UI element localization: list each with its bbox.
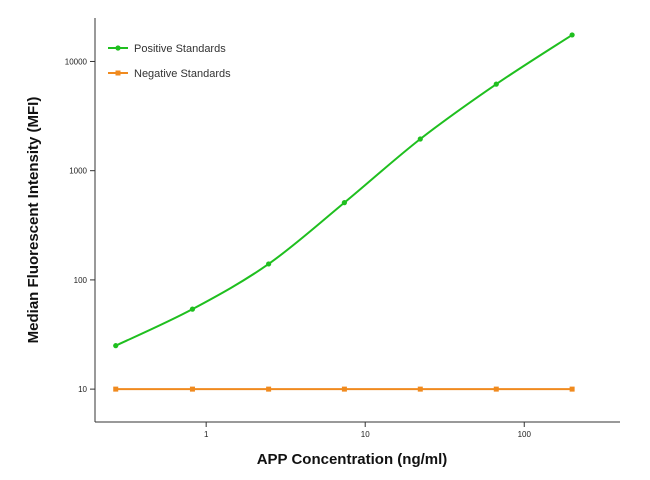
y-tick-label: 1000 (69, 167, 87, 176)
axes (94, 18, 620, 423)
positive-standards-point (417, 136, 423, 142)
positive-standards-point (113, 343, 119, 349)
ticks: 1 10 100 10 100 1000 10000 (65, 57, 532, 439)
negative-standards-point (493, 386, 499, 392)
negative-standards-point (569, 386, 575, 392)
positive-standards-line (115, 34, 573, 347)
y-axis-title: Median Fluorescent Intensity (MFI) (25, 97, 42, 344)
positive-standards-point (493, 81, 499, 87)
x-tick-label: 10 (361, 430, 370, 439)
negative-standards-point (113, 386, 119, 392)
negative-standards-point (341, 386, 347, 392)
legend-negative-standards-marker (115, 70, 121, 76)
positive-standards-point (569, 32, 575, 38)
x-tick-label: 1 (204, 430, 209, 439)
x-axis-title: APP Concentration (ng/ml) (257, 451, 448, 468)
series (113, 32, 575, 392)
positive-standards-point (189, 306, 196, 312)
legend-negative-standards-label: Negative Standards (134, 68, 231, 80)
positive-standards-point (266, 261, 272, 267)
y-tick-label: 10 (78, 385, 87, 394)
legend-positive-standards-label: Positive Standards (134, 43, 226, 55)
negative-standards-point (417, 386, 423, 392)
legend-positive-standards-marker (115, 45, 121, 51)
negative-standards-point (266, 386, 272, 392)
positive-standards-point (341, 200, 348, 206)
y-tick-label: 100 (74, 276, 88, 285)
x-tick-label: 100 (518, 430, 532, 439)
y-tick-label: 10000 (65, 57, 88, 66)
negative-standards-point (189, 386, 195, 392)
legend: Positive Standards Negative Standards (108, 43, 231, 80)
